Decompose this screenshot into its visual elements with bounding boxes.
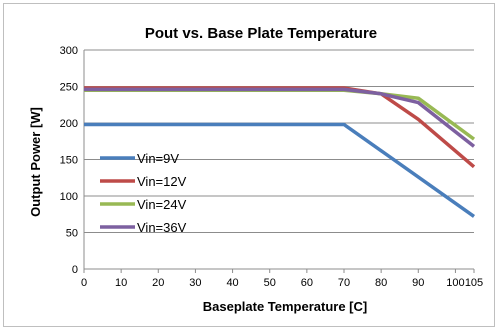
- y-tick-label: 250: [60, 82, 78, 94]
- chart-title: Pout vs. Base Plate Temperature: [145, 25, 377, 42]
- x-tick-label: 70: [338, 277, 350, 289]
- y-tick-label: 150: [60, 155, 78, 167]
- x-tick-label: 80: [375, 277, 387, 289]
- series-line-3: [84, 87, 476, 148]
- legend-label: Vin=9V: [137, 151, 179, 166]
- legend-label: Vin=12V: [137, 174, 187, 189]
- axis-layer: 0 50 100 150 200 250 300 0 10 20 30 40 50 60 70 80 90 100…: [60, 45, 484, 289]
- x-tick-label: 50: [264, 277, 276, 289]
- x-tick-label: 100: [446, 277, 464, 289]
- x-tick-label: 10: [115, 277, 127, 289]
- x-tick-label: 0: [81, 277, 87, 289]
- series-layer: [84, 86, 476, 218]
- y-tick-label: 0: [72, 264, 78, 276]
- x-tick-label: 20: [152, 277, 164, 289]
- y-tick-label: 100: [60, 191, 78, 203]
- legend: Vin=9V Vin=12V Vin=24V Vin=36V: [100, 151, 187, 235]
- y-tick-label: 300: [60, 45, 78, 57]
- legend-label: Vin=36V: [137, 220, 187, 235]
- x-tick-label: 30: [189, 277, 201, 289]
- x-tick-label: 40: [226, 277, 238, 289]
- series-line-2: [84, 88, 476, 141]
- x-tick-label: 90: [412, 277, 424, 289]
- x-tick-label: 60: [301, 277, 313, 289]
- y-tick-label: 200: [60, 118, 78, 130]
- x-axis-label: Baseplate Temperature [C]: [203, 299, 367, 314]
- legend-label: Vin=24V: [137, 197, 187, 212]
- series-line-0: [84, 122, 476, 218]
- x-tick-label: 105: [465, 277, 483, 289]
- chart-frame: [3, 3, 495, 327]
- y-axis-label: Output Power [W]: [28, 107, 43, 217]
- y-tick-label: 50: [66, 228, 78, 240]
